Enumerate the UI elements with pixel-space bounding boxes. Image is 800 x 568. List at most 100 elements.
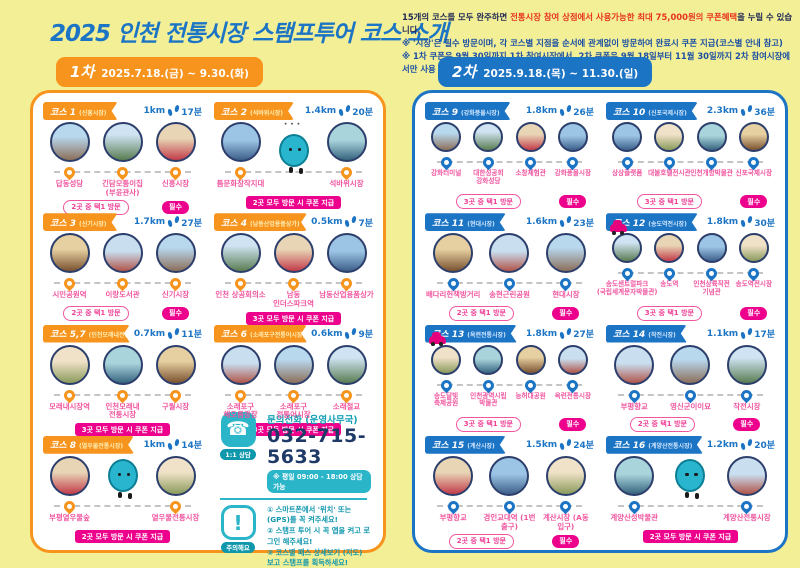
map-pin-icon [167,164,184,181]
course-metrics: 2.3km 36분 [707,105,775,118]
required-badge: 필수 [733,417,761,431]
notice-highlight: 전통시장 참여 상점에서 사용가능한 최대 75,000원의 쿠폰혜택 [510,12,738,22]
distance-value: 1.6km [525,217,558,228]
choice-badge: 3곳 중 택1 방문 [636,305,702,321]
stop-photo [155,122,196,162]
badge-row: 2곳 중 택1 방문 필수 [606,416,775,432]
course-number: 코스 13 [432,330,465,340]
course-stop: 강화풍물시장 [552,122,594,178]
distance-value: 1.5km [525,439,558,450]
stops-row: 부평향교 영신군이이묘 작전시장 [606,344,775,414]
time-value: 36분 [754,107,775,118]
course-number: 코스 8 [50,441,76,452]
course-card: 코스 13 (옥련전통시장) 1.8km 27분 송도달빛 축제공원 인천광역시립 박물관… [425,325,594,432]
instructions-list: ① 스마트폰에서 '위치' 또는 (GPS)를 꼭 켜주세요! ② 스탬프 투어 … [267,505,371,568]
course-subtitle: (계산시장) [467,443,495,451]
course-subtitle: (계양산전통시장) [648,443,693,451]
all-visit-badge: 2곳 모두 방문 시 쿠폰 지급 [642,530,739,543]
stop-photo [738,122,769,152]
course-number: 코스 11 [432,218,465,229]
required-badge: 필수 [559,417,587,431]
divider-line [220,498,367,501]
panel-first: 1차 2025.7.18.(금) ~ 9.30.(화) 코스 1 (신흥시장) 1km 1… [30,57,386,567]
map-pin-icon [626,387,642,403]
stop-name: 구월시장 [161,401,190,411]
time-value: 27분 [181,218,202,229]
stops-row: 시민공원역 이랑도서관 신기시장 [43,233,202,302]
course-subtitle: (강화풍물시장) [460,109,500,117]
time-value: 17분 [181,107,202,118]
phone-chat-badge: 1:1 상담 [220,449,256,460]
course-stop: 옥련전통시장 [552,344,594,401]
choice-badge: 2곳 중 택1 방문 [448,533,514,549]
stop-photo [726,344,767,385]
contact-phone-number: 032-715-5633 [267,425,367,468]
stop-name: 강화풍물시장 [554,169,592,177]
course-metrics: 1km 14분 [144,438,202,452]
mascot [96,456,149,498]
stop-name: 틈문화창작지대 [216,179,265,188]
course-stop: 송도달빛 축제공원 [425,331,467,409]
stops-row: 계양산성박물관 계양산전통시장 [606,455,775,527]
stop-photo [726,455,767,496]
course-card: 코스 3 (신기시장) 1.7km 27분 시민공원역 이랑도서관 신기시장 2곳 중 택1 … [43,213,202,321]
stop-name: 계산시장 (A동 입구) [542,512,589,531]
contact-hours-badge: ※ 평일 09:00 - 18:00 상담가능 [267,469,371,493]
map-pin-icon [565,377,581,393]
course-card: 코스 12 (송도역전시장) 1.8km 30분 송도센트럴파크 (국립세계문자박물관)… [597,213,775,321]
stop-photo [670,344,711,385]
course-stop: 인천모래내 전통시장 [96,344,149,421]
footsteps-icon [168,439,178,451]
map-pin-icon [445,498,461,515]
stop-photo [654,233,685,264]
distance-value: 2.3km [706,106,739,116]
stop-photo [102,344,143,385]
stop-photo [102,122,143,162]
map-pin-icon [438,154,454,171]
badge-row: 3곳 모두 방문 시 쿠폰 지급 [43,423,202,437]
course-subtitle: (옥련전통시장) [467,332,506,339]
stop-name: 옥련전통시장 [554,391,592,400]
map-pin-icon [565,154,581,171]
stop-photo [545,455,586,496]
course-subtitle: (송도역전시장) [648,220,687,228]
map-pin-icon [522,377,539,393]
course-card: 코스 10 (신포국제시장) 2.3km 36분 상상플랫폼 대불호텔전시관 인천개항박물관… [606,102,775,210]
footsteps-icon [168,328,178,340]
footsteps-icon [560,216,570,228]
map-pin-icon [626,498,642,515]
course-stop: 틈문화창작지대 [214,122,267,189]
distance-value: 1.8km [706,217,739,228]
stops-row: 상상플랫폼 대불호텔전시관 인천개항박물관 신포국제시장 [606,122,775,191]
phone-icon: ☎ [220,412,256,447]
stop-name: 신포국제시장 [735,169,773,177]
stop-name: 현대시장 [552,290,580,300]
stop-name: 신흥시장 [161,179,190,188]
stop-name: 인천모래내 전통시장 [105,401,140,420]
course-card: 코스 15 (계산시장) 1.5km 24분 부평향교 경인교대역 (1번 출구) 계산시장… [425,436,594,549]
stop-photo [489,233,530,274]
panel-body: 코스 1 (신흥시장) 1km 17분 답동성당 긴담모퉁이집 (부윤관사) 신흥시장 2곳 … [30,90,386,567]
footsteps-icon [560,439,570,451]
map-pin-icon [232,275,249,292]
course-stop: 송도역전시장 [733,233,775,289]
choice-badge: 3곳 중 택1 방문 [636,194,702,210]
course-metrics: 0.5km 7분 [311,216,373,229]
course-subtitle: (소래포구전통어시장) [249,332,306,339]
footsteps-icon [741,105,751,117]
course-metrics: 1.5km 24분 [525,438,594,452]
course-number: 코스 2 [221,107,247,118]
map-pin-icon [558,498,574,515]
course-card: 코스 14 (작전시장) 1.1km 17분 부평향교 영신군이이묘 작전시장 2곳 중 택1… [606,325,775,432]
footsteps-icon [339,105,349,117]
badge-row: 2곳 중 택1 방문 필수 [43,305,202,321]
map-pin-icon [480,377,497,393]
course-subtitle: (현대시장) [467,220,495,228]
course-stop: 경인교대역 (1번 출구) [481,455,537,532]
course-ribbon: 코스 12 (송도역전시장) [606,213,698,231]
stop-name: 송도달빛 축제공원 [433,391,459,408]
course-stop: 송도센트럴파크 (국립세계문자박물관) [597,220,657,297]
course-number: 코스 16 [613,441,646,452]
map-pin-icon [501,275,518,292]
